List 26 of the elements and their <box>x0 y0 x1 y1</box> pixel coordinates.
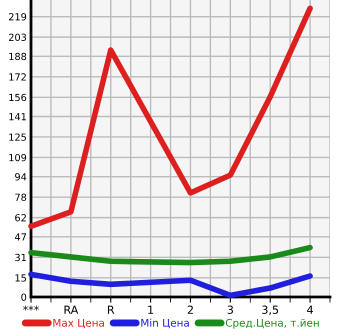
y-tick-label: 203 <box>8 34 26 41</box>
legend-label: Min Цена <box>141 318 189 328</box>
y-tick-label: 125 <box>9 133 26 141</box>
y-tick-label: 0 <box>21 293 26 301</box>
y-tick-label: 94 <box>15 173 26 180</box>
y-tick-label: 109 <box>9 154 26 162</box>
x-tick-label: 3,5 <box>262 306 278 316</box>
y-tick-label: 15 <box>16 274 26 282</box>
y-tick-label: 219 <box>8 13 26 20</box>
y-tick-label: 172 <box>9 73 26 81</box>
legend-label: Max Цена <box>53 318 104 328</box>
y-tick-label: 141 <box>9 113 26 120</box>
y-tick-label: 47 <box>14 233 26 241</box>
x-tick-label: *** <box>23 306 39 311</box>
x-tick-label: 1 <box>148 306 154 314</box>
x-tick-label: RA <box>64 306 78 314</box>
x-tick-label: 2 <box>188 306 193 314</box>
x-tick-label: 4 <box>307 306 313 314</box>
x-tick-label: R <box>108 306 114 314</box>
legend-label: Сред.Цена, т.йен <box>226 318 319 329</box>
y-tick-label: 62 <box>15 214 26 222</box>
y-tick-label: 78 <box>15 194 26 201</box>
y-tick-label: 31 <box>15 254 26 262</box>
y-tick-label: 188 <box>9 52 26 60</box>
y-tick-label: 156 <box>9 94 26 102</box>
x-tick-label: 3 <box>228 306 233 314</box>
